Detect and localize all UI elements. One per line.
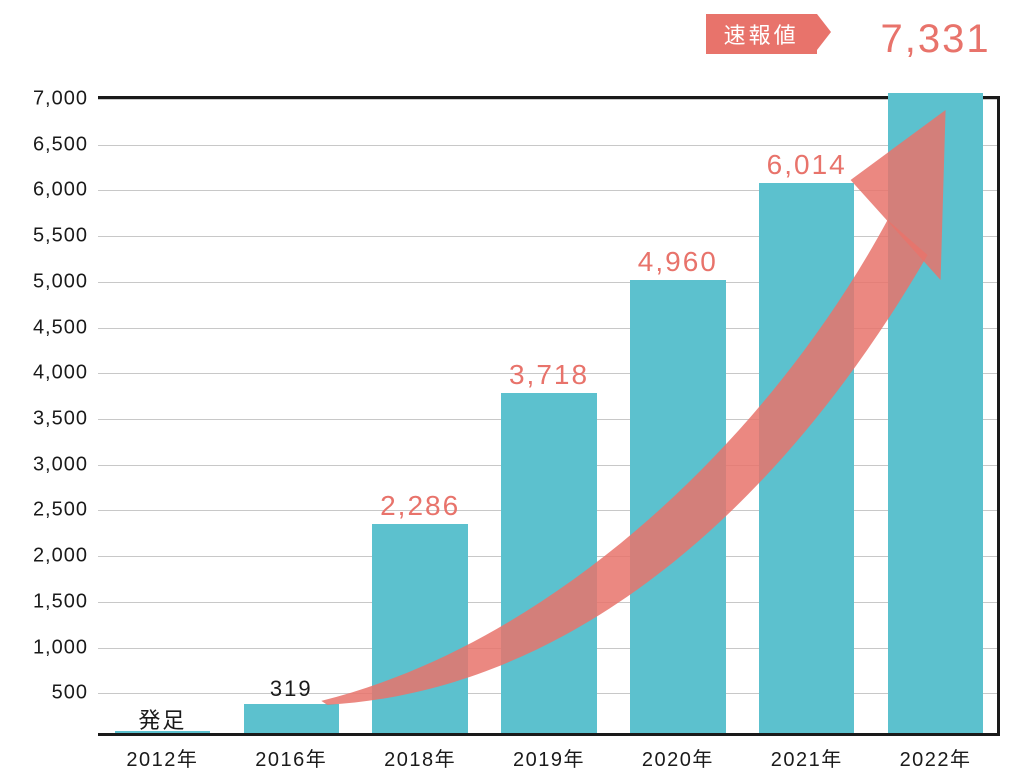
value-label: 3,718 — [509, 359, 589, 391]
y-axis-label: 1,500 — [33, 590, 98, 613]
y-axis-label: 1,000 — [33, 636, 98, 659]
y-axis-label: 3,500 — [33, 408, 98, 431]
x-axis-label: 2020年 — [642, 733, 714, 772]
x-axis-label: 2012年 — [126, 733, 198, 772]
x-axis-label: 2022年 — [900, 733, 972, 772]
y-axis-label: 5,000 — [33, 270, 98, 293]
bar — [501, 393, 596, 733]
gridline — [98, 236, 997, 237]
x-axis-label: 2016年 — [255, 733, 327, 772]
gridline — [98, 282, 997, 283]
gridline — [98, 99, 997, 100]
value-label: 発足 — [138, 703, 186, 735]
badge-breaking-news: 速報値 — [706, 14, 817, 54]
x-axis-label: 2019年 — [513, 733, 585, 772]
y-axis-label: 2,000 — [33, 545, 98, 568]
gridline — [98, 328, 997, 329]
y-axis-label: 500 — [52, 682, 98, 705]
y-axis-label: 4,000 — [33, 362, 98, 385]
badge-label: 速報値 — [724, 23, 799, 48]
gridline — [98, 190, 997, 191]
y-axis-label: 5,500 — [33, 225, 98, 248]
y-axis-label: 6,500 — [33, 133, 98, 156]
y-axis-label: 4,500 — [33, 316, 98, 339]
bar-chart: 500 1,000 1,500 2,000 2,500 3,000 3,500 4,000 4,… — [0, 0, 1024, 783]
y-axis-label: 2,500 — [33, 499, 98, 522]
y-axis-label: 6,000 — [33, 179, 98, 202]
bar — [630, 280, 725, 733]
x-axis-label: 2021年 — [771, 733, 843, 772]
value-label: 6,014 — [767, 149, 847, 181]
value-label: 7,331 — [881, 17, 991, 62]
bar — [372, 524, 467, 733]
plot-area: 5001,0001,5002,0002,5003,0003,5004,0004,… — [98, 96, 1000, 736]
bar — [244, 704, 339, 733]
y-axis-label: 3,000 — [33, 453, 98, 476]
value-label: 319 — [270, 676, 313, 702]
bar — [759, 183, 854, 733]
value-label: 2,286 — [380, 490, 460, 522]
y-axis-label: 7,000 — [33, 88, 98, 111]
bar — [888, 93, 983, 733]
x-axis-label: 2018年 — [384, 733, 456, 772]
value-label: 4,960 — [638, 246, 718, 278]
gridline — [98, 145, 997, 146]
